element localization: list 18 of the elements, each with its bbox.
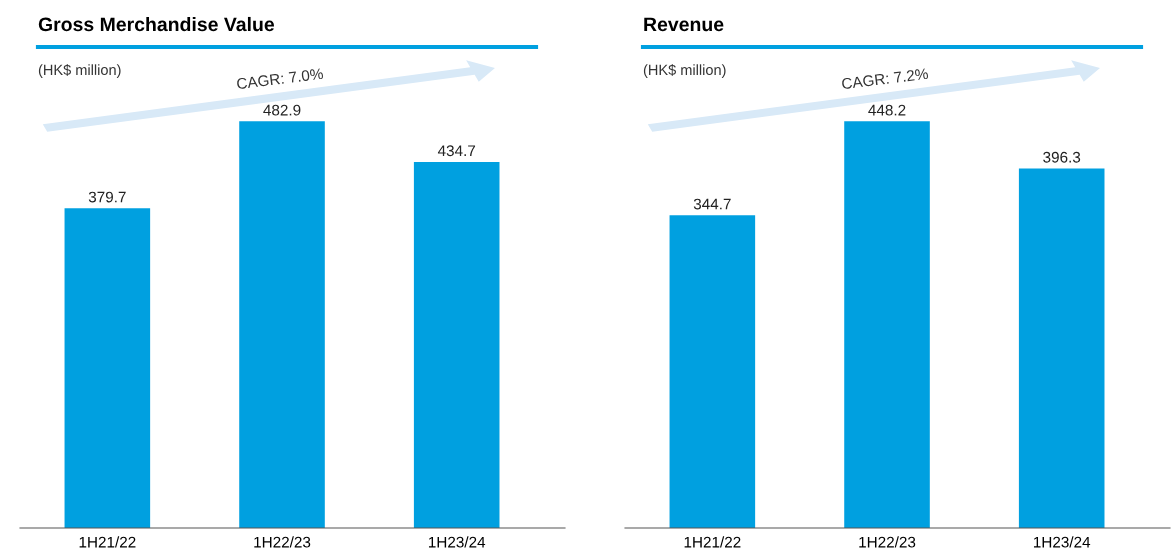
x-tick-label: 1H21/22 xyxy=(79,536,136,548)
x-tick-label: 1H22/23 xyxy=(254,536,311,548)
data-label: 396.3 xyxy=(1043,151,1081,163)
text: CAGR: 7.2% xyxy=(841,68,929,90)
data-label: 379.7 xyxy=(88,191,126,203)
x-tick-label: 1H23/24 xyxy=(1033,536,1091,548)
chart-subtitle: (HK$ million) xyxy=(38,64,121,78)
data-label: 344.7 xyxy=(693,198,731,210)
chart-subtitle: (HK$ million) xyxy=(643,64,726,78)
data-label: 482.9 xyxy=(263,104,301,116)
data-label: 434.7 xyxy=(437,145,476,157)
chart-title: Revenue xyxy=(644,17,724,32)
chart-title: Gross Merchandise Value xyxy=(38,16,275,32)
x-tick-label: 1H22/23 xyxy=(859,536,916,548)
data-label: 448.2 xyxy=(868,104,906,116)
text: CAGR: 7.0% xyxy=(236,68,324,90)
x-tick-label: 1H21/22 xyxy=(684,536,741,548)
x-tick-label: 1H23/24 xyxy=(428,536,486,548)
